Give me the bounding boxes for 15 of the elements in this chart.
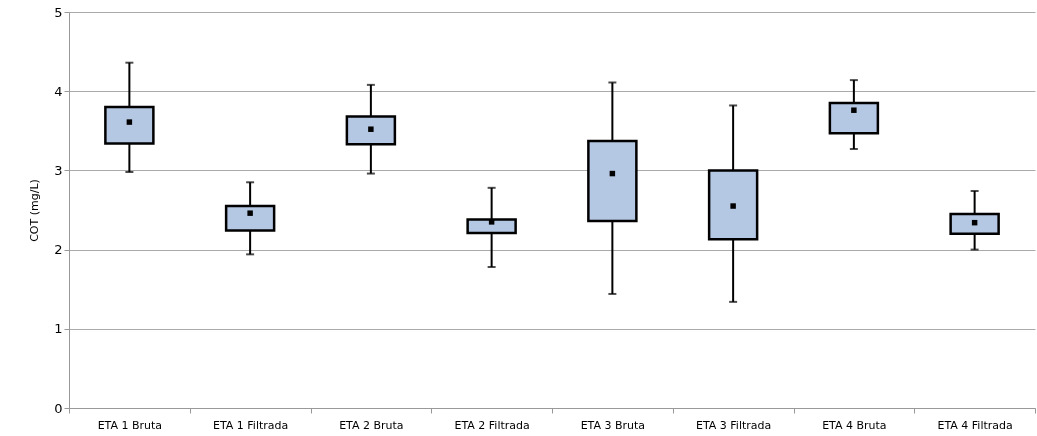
x-tick-label: ETA 1 Filtrada xyxy=(212,418,289,432)
y-tick-label: 4 xyxy=(54,83,63,99)
x-tick-label: ETA 4 Bruta xyxy=(822,418,887,432)
x-tick-label: ETA 4 Filtrada xyxy=(937,418,1013,432)
y-axis-title: COT (mg/L) xyxy=(28,179,42,242)
y-tick-label: 2 xyxy=(54,242,63,258)
x-tick-label: ETA 3 Bruta xyxy=(580,418,646,432)
y-tick-label: 5 xyxy=(54,4,63,20)
y-tick-label: 1 xyxy=(54,321,63,337)
x-tick-label: ETA 1 Bruta xyxy=(97,418,163,432)
y-tick-label: 3 xyxy=(54,162,63,178)
x-tick-label: ETA 2 Bruta xyxy=(339,418,404,432)
y-tick-label: 0 xyxy=(54,400,63,416)
x-tick-label: ETA 2 Filtrada xyxy=(454,418,530,432)
x-tick-label: ETA 3 Filtrada xyxy=(695,418,772,432)
